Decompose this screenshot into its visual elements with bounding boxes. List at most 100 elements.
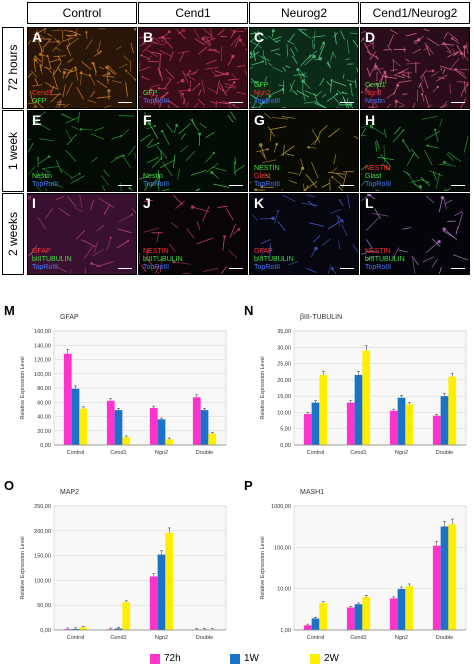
bar-1w: [354, 374, 363, 445]
panel-letter: H: [365, 112, 376, 128]
micrograph-panel-d: D Cend1 Ngn2 Nestin: [360, 27, 470, 109]
micrograph-panel-g: G NESTIN Glast TopRoIII: [249, 110, 359, 192]
bar-2w: [319, 374, 328, 445]
gfap-chart: M GFAP 0,00 20,00 40,00 60,00 80,00 100,00 120,0…: [4, 303, 232, 465]
stain-label: NESTIN: [365, 248, 391, 255]
x-tick-label: Double: [196, 635, 213, 641]
micrograph-panel-b: B GFP TopRoIII: [138, 27, 248, 109]
bar-72h: [432, 545, 441, 630]
bar-2w: [79, 408, 88, 445]
bar-2w: [208, 433, 217, 445]
micrograph-texture: [28, 194, 136, 274]
legend-label: 2W: [324, 653, 339, 664]
stain-label: TopRoIII: [32, 181, 59, 188]
y-tick-label: 50,00: [37, 603, 51, 609]
y-tick-label: 140,00: [34, 343, 51, 349]
column-header-control: Control: [27, 2, 137, 24]
stain-label: Ngn2: [365, 90, 382, 97]
panel-letter: A: [32, 29, 43, 45]
y-tick-label: 80,00: [37, 386, 51, 392]
bar-72h: [346, 402, 355, 445]
panel-letter: B: [143, 29, 154, 45]
bar-2w: [448, 524, 457, 630]
stain-label: NESTIN: [254, 165, 280, 172]
panel-letter: L: [365, 195, 374, 211]
map2-chart: O MAP2 0,00 50,00 100,00 150,00 200,00 250,00 Re…: [4, 478, 232, 650]
chart-legend: 72h 1W 2W: [150, 652, 410, 666]
bar-2w: [165, 532, 174, 630]
x-tick-label: Control: [67, 450, 85, 456]
bar-1w: [71, 629, 80, 630]
bar-72h: [303, 414, 312, 445]
micrograph-texture: [361, 194, 469, 274]
x-tick-label: Double: [436, 635, 453, 641]
panel-letter: D: [365, 29, 376, 45]
bar-2w: [362, 350, 371, 445]
panel-letter: F: [143, 112, 152, 128]
bar-chart-svg: GFAP 0,00 20,00 40,00 60,00 80,00 100,00 120,00…: [20, 314, 227, 456]
chart-title: MAP2: [60, 489, 79, 496]
bar-72h: [149, 407, 158, 445]
micrograph-panel-k: K GFAP bIIITUBULIN TopRoIII: [249, 193, 359, 275]
scale-bar: [118, 185, 132, 186]
x-tick-label: Double: [196, 450, 213, 456]
stain-label: Ngn2: [254, 90, 271, 97]
micrograph-panel-i: I GFAP bIIITUBULIN TopRoIII: [27, 193, 137, 275]
micrograph-panel-c: C GFP Ngn2 TopRoIII: [249, 27, 359, 109]
bar-1w: [354, 604, 363, 630]
bar-1w: [440, 526, 449, 630]
bar-2w: [165, 439, 174, 445]
y-tick-label: 40,00: [37, 415, 51, 421]
bar-72h: [389, 598, 398, 630]
scale-bar: [451, 268, 465, 269]
scale-bar: [118, 268, 132, 269]
x-tick-label: Double: [436, 450, 453, 456]
bar-chart-svg: MASH1 1,00 10,00 100,00 1000,00 Relative Expr…: [260, 489, 467, 641]
scale-bar: [340, 268, 354, 269]
x-tick-label: Ngn2: [395, 450, 408, 456]
y-axis-label: Relative Expression Level: [20, 356, 26, 419]
bar-1w: [397, 397, 406, 445]
micrograph-texture: [250, 28, 358, 108]
y-tick-label: 200,00: [34, 529, 51, 535]
x-tick-label: Cend1: [350, 635, 366, 641]
micrograph-texture: [251, 194, 358, 274]
y-tick-label: 10,00: [277, 410, 291, 416]
legend-label: 1W: [244, 653, 259, 664]
y-tick-label: 1,00: [280, 628, 291, 634]
stain-label: bIIITUBULIN: [32, 256, 72, 263]
row-header-label: 2 weeks: [6, 211, 20, 257]
y-tick-label: 120,00: [34, 358, 51, 364]
stain-label: GFAP: [254, 248, 273, 255]
bar-72h: [106, 400, 115, 445]
microscopy-grid: Control Cend1 Neurog2 Cend1/Neurog2 72 hours…: [0, 0, 474, 300]
scale-bar: [340, 185, 354, 186]
stain-label: TopRoIII: [254, 181, 281, 188]
y-tick-label: 35,00: [277, 329, 291, 335]
panel-letter: J: [143, 195, 151, 211]
micrograph-texture: [139, 194, 241, 274]
bar-1w: [114, 628, 123, 630]
micrograph-panel-j: J NESTIN bIIITUBULIN TopRoIII: [138, 193, 248, 275]
row-header-72-hours: 72 hours: [2, 27, 24, 109]
stain-label: GFP: [32, 98, 47, 105]
stain-label: Nestin: [143, 173, 163, 180]
micrograph-texture: [139, 28, 247, 108]
bar-1w: [311, 618, 320, 630]
bar-72h: [63, 629, 72, 630]
scale-bar: [451, 185, 465, 186]
y-tick-label: 5,00: [280, 427, 291, 433]
stain-label: Cend1: [365, 82, 386, 89]
legend-swatch: [230, 654, 240, 664]
x-tick-label: Ngn2: [155, 450, 168, 456]
stain-label: TopRoIII: [365, 264, 392, 271]
stain-label: TopRoIII: [143, 181, 170, 188]
bar-1w: [397, 589, 406, 630]
micrograph-texture: [139, 111, 245, 191]
y-tick-label: 250,00: [34, 504, 51, 510]
bar-2w: [405, 404, 414, 445]
row-header-label: 1 week: [6, 131, 20, 171]
scale-bar: [229, 102, 243, 103]
y-axis-label: Relative Expression Level: [20, 536, 26, 599]
